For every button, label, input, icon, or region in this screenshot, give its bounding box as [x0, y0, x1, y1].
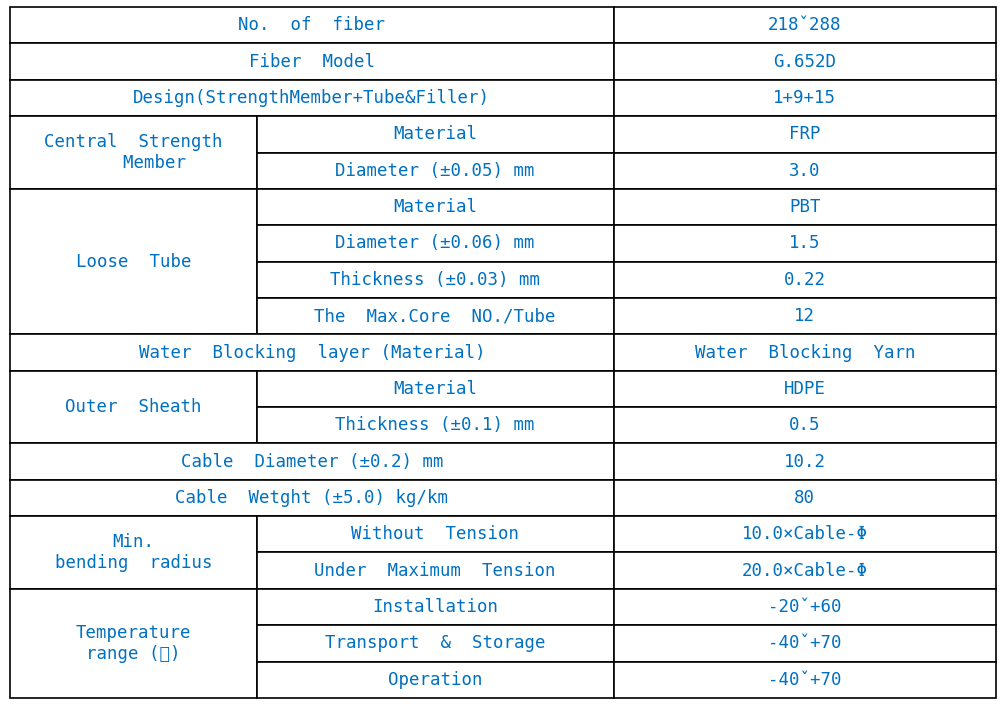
Bar — [614, 443, 996, 480]
Text: HDPE: HDPE — [784, 380, 826, 398]
Text: Water  Blocking  layer (Material): Water Blocking layer (Material) — [139, 343, 485, 362]
Text: Min.
bending  radius: Min. bending radius — [54, 533, 212, 572]
Bar — [10, 443, 614, 480]
Bar — [257, 116, 614, 152]
Text: No.  of  fiber: No. of fiber — [238, 16, 385, 35]
Text: 0.5: 0.5 — [789, 416, 821, 434]
Bar — [257, 371, 614, 407]
Text: 0.22: 0.22 — [784, 271, 826, 289]
Bar — [614, 589, 996, 625]
Text: Transport  &  Storage: Transport & Storage — [325, 634, 545, 652]
Text: 12: 12 — [795, 307, 815, 325]
Text: Thickness (±0.1) mm: Thickness (±0.1) mm — [335, 416, 535, 434]
Text: -40ˇ+70: -40ˇ+70 — [768, 634, 842, 652]
Bar — [10, 7, 614, 44]
Bar — [614, 480, 996, 516]
Text: 10.2: 10.2 — [784, 453, 826, 471]
Bar — [614, 189, 996, 225]
Bar — [257, 589, 614, 625]
Text: Diameter (±0.05) mm: Diameter (±0.05) mm — [335, 161, 535, 180]
Text: Under  Maximum  Tension: Under Maximum Tension — [314, 562, 556, 580]
Bar — [10, 334, 614, 371]
Bar — [257, 661, 614, 698]
Bar — [10, 480, 614, 516]
Bar — [257, 625, 614, 661]
Text: 218ˇ288: 218ˇ288 — [768, 16, 842, 35]
Text: G.652D: G.652D — [774, 53, 836, 70]
Text: 20.0×Cable-Φ: 20.0×Cable-Φ — [741, 562, 868, 580]
Text: PBT: PBT — [789, 198, 821, 216]
Text: -40ˇ+70: -40ˇ+70 — [768, 670, 842, 689]
Bar — [257, 262, 614, 298]
Bar — [257, 189, 614, 225]
Bar — [614, 44, 996, 80]
Bar — [614, 407, 996, 443]
Text: Central  Strength
    Member: Central Strength Member — [44, 133, 222, 172]
Bar — [614, 661, 996, 698]
Text: Loose  Tube: Loose Tube — [75, 252, 191, 271]
Text: Thickness (±0.03) mm: Thickness (±0.03) mm — [330, 271, 540, 289]
Text: FRP: FRP — [789, 125, 821, 143]
Bar — [10, 516, 257, 589]
Text: 10.0×Cable-Φ: 10.0×Cable-Φ — [741, 525, 868, 544]
Bar — [10, 189, 257, 334]
Bar — [257, 516, 614, 553]
Bar — [257, 407, 614, 443]
Text: Diameter (±0.06) mm: Diameter (±0.06) mm — [335, 234, 535, 252]
Bar — [614, 225, 996, 262]
Bar — [614, 516, 996, 553]
Bar — [614, 262, 996, 298]
Bar — [614, 7, 996, 44]
Text: -20ˇ+60: -20ˇ+60 — [768, 598, 842, 616]
Bar — [614, 298, 996, 334]
Bar — [257, 225, 614, 262]
Text: Material: Material — [393, 125, 477, 143]
Text: Material: Material — [393, 380, 477, 398]
Text: Cable  Wetght (±5.0) kg/km: Cable Wetght (±5.0) kg/km — [175, 489, 449, 507]
Text: Outer  Sheath: Outer Sheath — [65, 398, 201, 416]
Text: Without  Tension: Without Tension — [351, 525, 519, 544]
Bar — [614, 371, 996, 407]
Text: Fiber  Model: Fiber Model — [248, 53, 375, 70]
Bar — [614, 116, 996, 152]
Bar — [10, 116, 257, 189]
Bar — [10, 589, 257, 698]
Bar — [257, 298, 614, 334]
Bar — [257, 553, 614, 589]
Bar — [10, 44, 614, 80]
Bar — [614, 334, 996, 371]
Bar — [614, 152, 996, 189]
Bar — [10, 80, 614, 116]
Text: 1+9+15: 1+9+15 — [774, 89, 836, 107]
Bar — [614, 553, 996, 589]
Text: Temperature
range (℃): Temperature range (℃) — [75, 624, 191, 663]
Text: 80: 80 — [795, 489, 815, 507]
Text: Material: Material — [393, 198, 477, 216]
Text: 1.5: 1.5 — [789, 234, 821, 252]
Text: Cable  Diameter (±0.2) mm: Cable Diameter (±0.2) mm — [181, 453, 443, 471]
Text: Water  Blocking  Yarn: Water Blocking Yarn — [694, 343, 915, 362]
Text: Operation: Operation — [388, 670, 482, 689]
Text: The  Max.Core  NO./Tube: The Max.Core NO./Tube — [314, 307, 556, 325]
Text: Design(StrengthMember+Tube&Filler): Design(StrengthMember+Tube&Filler) — [134, 89, 490, 107]
Text: Installation: Installation — [372, 598, 498, 616]
Bar — [257, 152, 614, 189]
Bar — [10, 371, 257, 443]
Text: 3.0: 3.0 — [789, 161, 821, 180]
Bar — [614, 625, 996, 661]
Bar — [614, 80, 996, 116]
